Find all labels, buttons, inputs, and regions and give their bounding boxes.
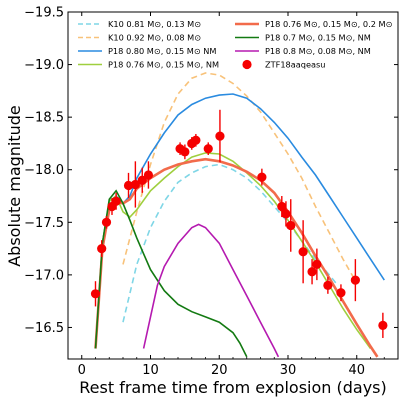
observed-points-layer xyxy=(90,109,388,338)
observed-point-5 xyxy=(123,180,134,191)
legend-label-5: P18 0.7 M⊙, 0.15 M⊙, NM xyxy=(265,33,371,43)
y-tick-label-2: −18.5 xyxy=(24,111,64,126)
observed-point-24 xyxy=(350,275,360,285)
observed-point-21 xyxy=(312,259,322,269)
observed-point-0 xyxy=(90,289,101,299)
observed-point-20 xyxy=(307,267,317,277)
observed-point-17 xyxy=(281,209,291,219)
series-line-p18-0-8-m-0-08-m-nm xyxy=(142,223,280,358)
series-line-p18-0-7-m-0-15-m-nm xyxy=(94,189,248,358)
y-tick-label-6: −16.5 xyxy=(24,321,64,336)
legend-swatch-observed xyxy=(242,59,252,70)
y-tick-label-5: −17.0 xyxy=(24,268,64,283)
legend-label-1: K10 0.92 M⊙, 0.08 M⊙ xyxy=(108,33,201,43)
observed-point-8 xyxy=(143,170,154,180)
y-tick-label-1: −19.0 xyxy=(24,58,64,73)
legend-label-4: P18 0.76 M⊙, 0.15 M⊙, 0.2 M⊙ xyxy=(265,19,393,29)
observed-point-10 xyxy=(180,147,190,157)
observed-point-1 xyxy=(97,243,107,254)
x-tick-label-10: 10 xyxy=(142,363,159,378)
observed-point-19 xyxy=(298,247,308,257)
series-line-k10-0-81-m-0-13-m xyxy=(122,163,337,323)
observed-point-12 xyxy=(191,135,201,145)
legend-label-observed: ZTF18aaqeasu xyxy=(265,60,325,70)
observed-point-6 xyxy=(130,179,140,190)
series-line-p18-0-76-m-0-15-m-0-2-m xyxy=(94,157,379,358)
observed-point-23 xyxy=(336,288,346,298)
y-axis-label: Absolute magnitude xyxy=(5,105,24,267)
x-axis-label: Rest frame time from explosion (days) xyxy=(79,378,387,397)
observed-point-15 xyxy=(257,172,267,182)
observed-point-14 xyxy=(215,131,225,141)
observed-point-4 xyxy=(111,196,121,206)
x-tick-label-20: 20 xyxy=(211,363,228,378)
observed-point-7 xyxy=(137,175,147,185)
observed-point-18 xyxy=(286,220,296,231)
x-tick-label-0: 0 xyxy=(78,363,86,378)
observed-point-25 xyxy=(378,320,388,330)
legend-label-3: P18 0.76 M⊙, 0.15 M⊙, NM xyxy=(108,60,219,70)
legend: K10 0.81 M⊙, 0.13 M⊙ K10 0.92 M⊙, 0.08 M⊙… xyxy=(78,19,393,70)
observed-point-13 xyxy=(203,144,213,154)
series-line-p18-0-80-m-0-15-m-nm xyxy=(94,93,385,349)
legend-label-6: P18 0.8 M⊙, 0.08 M⊙, NM xyxy=(265,46,371,56)
series-line-k10-0-92-m-0-08-m xyxy=(122,72,358,284)
legend-label-2: P18 0.80 M⊙, 0.15 M⊙ NM xyxy=(108,46,216,56)
observed-point-16 xyxy=(277,201,287,212)
x-tick-label-30: 30 xyxy=(280,363,297,378)
axes-layer: 0 10 20 30 40 −19.5 −19.0 −18.5 −18.0 −17.5 −17.0 −… xyxy=(24,6,399,378)
observed-point-22 xyxy=(323,280,333,290)
y-tick-label-0: −19.5 xyxy=(24,6,64,21)
x-tick-label-40: 40 xyxy=(348,363,365,378)
y-tick-label-3: −18.0 xyxy=(24,163,64,178)
observed-point-2 xyxy=(101,217,112,227)
model-series-layer xyxy=(94,72,385,358)
legend-label-0: K10 0.81 M⊙, 0.13 M⊙ xyxy=(108,19,201,29)
y-tick-label-4: −17.5 xyxy=(24,216,64,231)
